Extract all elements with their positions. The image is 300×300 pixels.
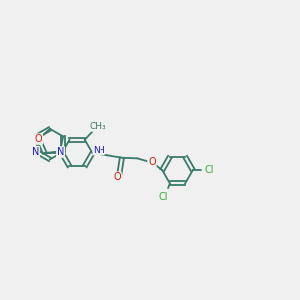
Text: N: N bbox=[93, 146, 100, 154]
Text: Cl: Cl bbox=[205, 165, 214, 175]
Text: CH₃: CH₃ bbox=[90, 122, 106, 131]
Text: O: O bbox=[113, 172, 121, 182]
Text: N: N bbox=[32, 147, 39, 157]
Text: N: N bbox=[57, 147, 64, 157]
Text: H: H bbox=[97, 146, 104, 154]
Text: Cl: Cl bbox=[159, 192, 168, 202]
Text: O: O bbox=[148, 157, 156, 167]
Text: O: O bbox=[35, 134, 42, 144]
